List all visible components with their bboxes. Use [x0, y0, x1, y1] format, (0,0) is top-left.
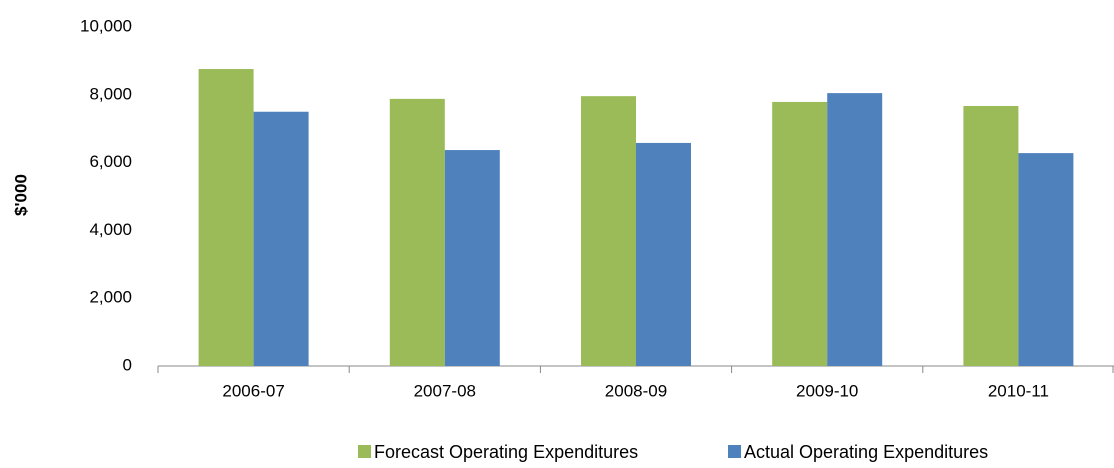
legend-label: Actual Operating Expenditures — [744, 442, 988, 462]
y-tick-label: 10,000 — [80, 16, 132, 35]
bar — [772, 101, 828, 366]
bar — [389, 98, 445, 367]
y-tick-label: 2,000 — [89, 288, 132, 307]
x-tick-label: 2010-11 — [988, 381, 1049, 400]
legend-swatch — [358, 445, 371, 458]
bar — [581, 96, 636, 366]
x-tick-label: 2009-10 — [796, 381, 858, 400]
x-tick-label: 2007-08 — [414, 381, 476, 400]
bar — [636, 142, 691, 366]
bar — [963, 105, 1019, 366]
x-tick-label: 2006-07 — [222, 381, 284, 400]
x-tick-label: 2008-09 — [605, 381, 667, 400]
bar — [444, 150, 500, 366]
legend-swatch — [728, 445, 741, 458]
y-axis-label: $'000 — [11, 174, 30, 216]
y-tick-label: 8,000 — [89, 84, 132, 103]
y-tick-label: 0 — [123, 355, 132, 374]
legend-label: Forecast Operating Expenditures — [374, 442, 638, 462]
bar — [1018, 153, 1074, 366]
y-tick-label: 4,000 — [89, 220, 132, 239]
y-tick-label: 6,000 — [89, 152, 132, 171]
bar — [198, 69, 254, 366]
bar — [827, 93, 883, 366]
bar — [253, 111, 309, 366]
